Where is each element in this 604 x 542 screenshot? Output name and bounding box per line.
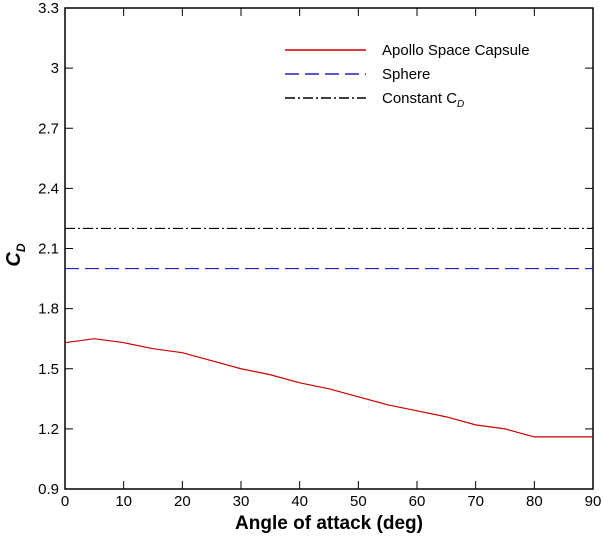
y-axis-label-main: C — [3, 252, 25, 267]
x-tick-label: 20 — [174, 493, 191, 510]
x-axis-label: Angle of attack (deg) — [235, 513, 423, 534]
legend-label-main: Apollo Space Capsule — [382, 42, 530, 59]
x-tick-label: 80 — [526, 493, 543, 510]
x-tick-label: 40 — [291, 493, 308, 510]
y-tick-label: 3 — [51, 60, 59, 77]
legend-label-main: Sphere — [382, 66, 430, 83]
x-tick-label: 30 — [233, 493, 250, 510]
x-tick-label: 70 — [467, 493, 484, 510]
series-line — [64, 338, 593, 438]
y-tick-label: 1.5 — [38, 361, 59, 378]
y-tick-label: 1.2 — [38, 421, 59, 438]
x-tick-label: 90 — [585, 493, 602, 510]
x-tick-label: 10 — [115, 493, 132, 510]
legend-label: Sphere — [382, 66, 430, 83]
x-tick-label: 50 — [350, 493, 367, 510]
legend-label-main: Constant C — [382, 90, 457, 107]
x-tick-label: 0 — [61, 493, 69, 510]
y-axis-label: CD — [3, 243, 28, 266]
legend-label: Constant CD — [382, 90, 464, 110]
y-tick-label: 3.3 — [38, 0, 59, 17]
y-tick-label: 0.9 — [38, 481, 59, 498]
y-axis-label-sub: D — [14, 243, 28, 252]
plot-frame — [64, 7, 594, 490]
legend-label-sub: D — [457, 99, 464, 110]
y-tick-label: 2.1 — [38, 241, 59, 258]
y-tick-label: 2.7 — [38, 120, 59, 137]
legend-label: Apollo Space Capsule — [382, 42, 530, 59]
y-tick-label: 2.4 — [38, 180, 59, 197]
y-tick-label: 1.8 — [38, 301, 59, 318]
x-tick-label: 60 — [409, 493, 426, 510]
